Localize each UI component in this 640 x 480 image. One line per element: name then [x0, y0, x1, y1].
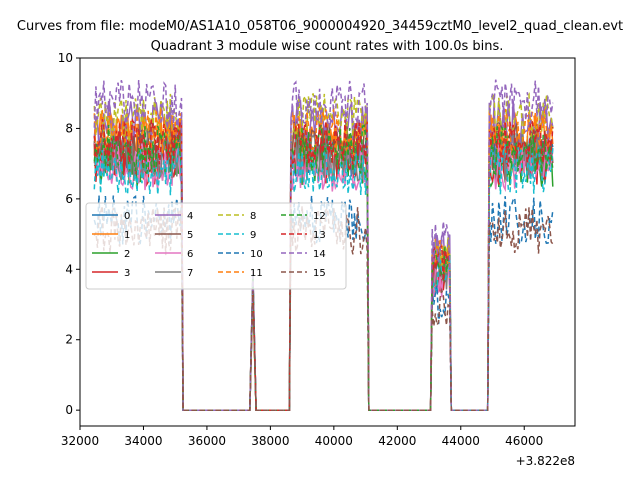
- legend-label-12: 12: [313, 211, 326, 222]
- legend-label-7: 7: [187, 268, 193, 279]
- y-tick-label: 8: [65, 121, 73, 135]
- x-tick-label: 34000: [124, 434, 162, 448]
- legend-label-14: 14: [313, 249, 326, 260]
- legend-box: [85, 202, 347, 290]
- legend-label-3: 3: [124, 268, 130, 279]
- y-tick-label: 6: [65, 192, 73, 206]
- legend-label-11: 11: [250, 268, 263, 279]
- x-tick-label: 36000: [188, 434, 226, 448]
- x-tick-label: 32000: [61, 434, 99, 448]
- legend-label-0: 0: [124, 211, 130, 222]
- series-line-8: [93, 91, 554, 411]
- legend-label-8: 8: [250, 211, 256, 222]
- x-tick-label: 46000: [505, 434, 543, 448]
- x-tick-label: 40000: [315, 434, 353, 448]
- y-tick-label: 0: [65, 403, 73, 417]
- y-tick-label: 10: [58, 51, 73, 65]
- legend-label-13: 13: [313, 230, 326, 241]
- axes-frame: [79, 57, 576, 427]
- legend-label-10: 10: [250, 249, 263, 260]
- legend-label-9: 9: [250, 230, 256, 241]
- series-layer: [93, 79, 554, 411]
- x-tick-label: 38000: [251, 434, 289, 448]
- x-tick-label: 44000: [442, 434, 480, 448]
- series-line-9: [93, 143, 554, 411]
- x-offset-label: +3.822e8: [516, 454, 575, 468]
- legend-label-5: 5: [187, 230, 193, 241]
- y-tick-label: 4: [65, 262, 73, 276]
- series-line-14: [93, 79, 554, 411]
- legend-label-2: 2: [124, 249, 130, 260]
- x-tick-label: 42000: [378, 434, 416, 448]
- legend-label-1: 1: [124, 230, 130, 241]
- figure-suptitle: Curves from file: modeM0/AS1A10_058T06_9…: [17, 19, 623, 34]
- legend-label-6: 6: [187, 249, 193, 260]
- chart-title: Quadrant 3 module wise count rates with …: [151, 39, 504, 54]
- legend-label-15: 15: [313, 268, 326, 279]
- y-tick-label: 2: [65, 333, 73, 347]
- legend-label-4: 4: [187, 211, 193, 222]
- y-axis: 0 2 4 6 8 10: [58, 51, 80, 417]
- x-axis: 32000 34000 36000 38000 40000 42000 44000 46000: [61, 426, 543, 448]
